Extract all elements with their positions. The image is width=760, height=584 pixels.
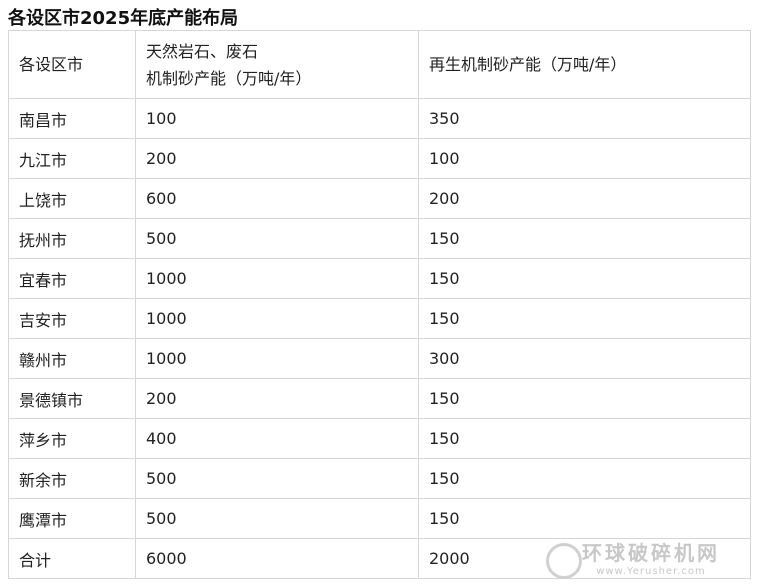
cell-recycled-capacity: 300: [418, 338, 751, 379]
cell-natural-capacity: 500: [135, 458, 419, 499]
cell-recycled-capacity: 150: [418, 218, 751, 259]
watermark-logo-icon: [546, 543, 582, 579]
cell-natural-capacity: 1000: [135, 258, 419, 299]
cell-city: 合计: [8, 538, 136, 579]
cell-city: 赣州市: [8, 338, 136, 379]
header-natural-capacity: 天然岩石、废石机制砂产能（万吨/年）: [135, 30, 419, 99]
page-title: 各设区市2025年底产能布局: [8, 8, 239, 29]
cell-city: 宜春市: [8, 258, 136, 299]
cell-city: 吉安市: [8, 298, 136, 339]
cell-natural-capacity: 100: [135, 98, 419, 139]
cell-recycled-capacity: 100: [418, 138, 751, 179]
table-row: 鹰潭市 500 150: [8, 498, 751, 539]
cell-city: 南昌市: [8, 98, 136, 139]
cell-recycled-capacity: 150: [418, 258, 751, 299]
cell-natural-capacity: 400: [135, 418, 419, 459]
watermark: 环球破碎机网 www.Yerusher.com: [546, 537, 720, 579]
watermark-url: www.Yerusher.com: [596, 566, 706, 577]
cell-natural-capacity: 200: [135, 138, 419, 179]
cell-recycled-capacity: 150: [418, 418, 751, 459]
cell-recycled-capacity: 150: [418, 458, 751, 499]
capacity-table: 各设区市 天然岩石、废石机制砂产能（万吨/年） 再生机制砂产能（万吨/年） 南昌…: [8, 30, 751, 579]
header-line-2: 机制砂产能（万吨/年）: [146, 68, 312, 88]
cell-recycled-capacity: 350: [418, 98, 751, 139]
table-row: 宜春市 1000 150: [8, 258, 751, 299]
table-row: 吉安市 1000 150: [8, 298, 751, 339]
table-row: 新余市 500 150: [8, 458, 751, 499]
cell-recycled-capacity: 150: [418, 378, 751, 419]
header-recycled-capacity: 再生机制砂产能（万吨/年）: [418, 30, 751, 99]
table-row: 上饶市 600 200: [8, 178, 751, 219]
cell-natural-capacity: 600: [135, 178, 419, 219]
table-row: 南昌市 100 350: [8, 98, 751, 139]
header-line-1: 天然岩石、废石: [146, 41, 259, 61]
cell-city: 景德镇市: [8, 378, 136, 419]
cell-natural-capacity: 500: [135, 218, 419, 259]
cell-city: 上饶市: [8, 178, 136, 219]
cell-city: 新余市: [8, 458, 136, 499]
header-city: 各设区市: [8, 30, 136, 99]
table-header-row: 各设区市 天然岩石、废石机制砂产能（万吨/年） 再生机制砂产能（万吨/年）: [8, 30, 751, 99]
cell-recycled-capacity: 150: [418, 498, 751, 539]
table-row: 抚州市 500 150: [8, 218, 751, 259]
cell-city: 抚州市: [8, 218, 136, 259]
table-row: 萍乡市 400 150: [8, 418, 751, 459]
cell-natural-capacity: 1000: [135, 338, 419, 379]
cell-natural-capacity: 500: [135, 498, 419, 539]
watermark-name: 环球破碎机网: [582, 541, 720, 565]
cell-city: 鹰潭市: [8, 498, 136, 539]
cell-recycled-capacity: 2000: [418, 538, 751, 579]
table-row: 景德镇市 200 150: [8, 378, 751, 419]
cell-recycled-capacity: 150: [418, 298, 751, 339]
table-row: 合计 6000 2000: [8, 538, 751, 579]
cell-city: 萍乡市: [8, 418, 136, 459]
cell-natural-capacity: 200: [135, 378, 419, 419]
cell-recycled-capacity: 200: [418, 178, 751, 219]
table-row: 九江市 200 100: [8, 138, 751, 179]
cell-natural-capacity: 6000: [135, 538, 419, 579]
table-row: 赣州市 1000 300: [8, 338, 751, 379]
cell-city: 九江市: [8, 138, 136, 179]
cell-natural-capacity: 1000: [135, 298, 419, 339]
